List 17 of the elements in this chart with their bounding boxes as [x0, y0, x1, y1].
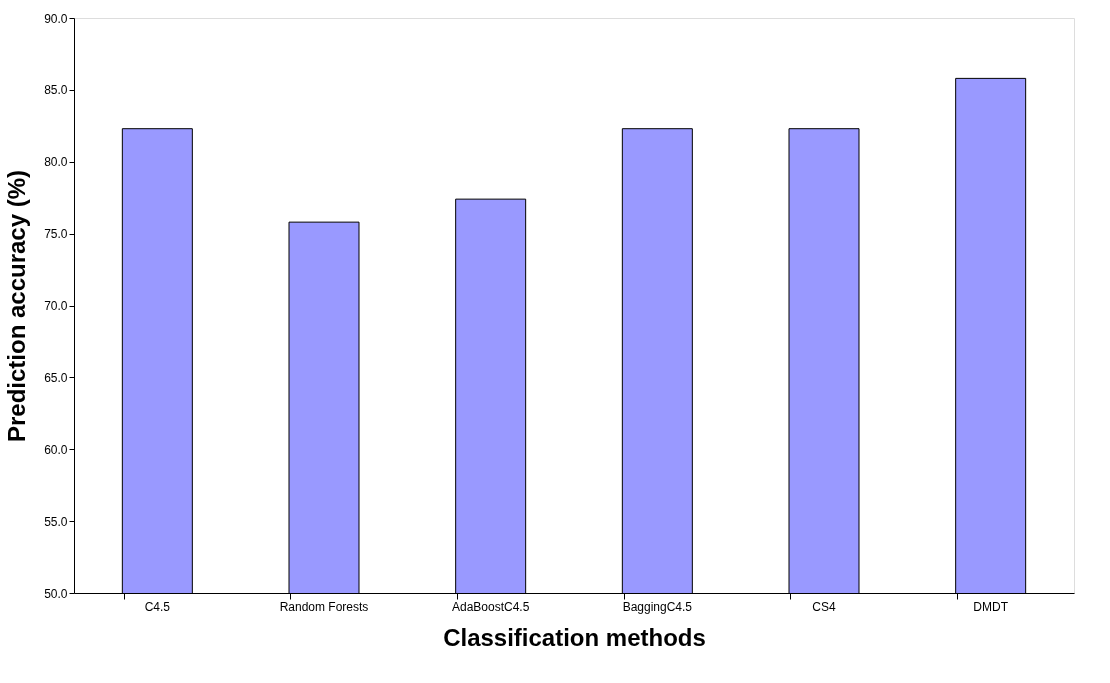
y-tick-label: 90.0 [44, 11, 68, 26]
y-tick-label: 50.0 [44, 586, 68, 601]
x-tick-label: BaggingC4.5 [622, 599, 693, 614]
y-axis-title: Prediction accuracy (%) [3, 169, 31, 443]
x-tick-label: C4.5 [144, 599, 171, 614]
x-tick-label: DMDT [973, 599, 1009, 614]
x-axis-title: Classification methods [443, 623, 706, 651]
x-tick-label: Random Forests [279, 599, 369, 614]
y-tick-label: 55.0 [44, 514, 68, 529]
y-tick-label: 60.0 [44, 442, 68, 457]
y-tick-label: 75.0 [44, 227, 68, 242]
x-tick-label: AdaBoostC4.5 [451, 599, 530, 614]
y-tick-label: 70.0 [44, 299, 68, 313]
y-tick-label: 80.0 [44, 155, 68, 170]
y-tick-label: 65.0 [44, 370, 68, 385]
x-tick-label: CS4 [812, 599, 836, 614]
y-tick-label: 85.0 [44, 83, 68, 98]
